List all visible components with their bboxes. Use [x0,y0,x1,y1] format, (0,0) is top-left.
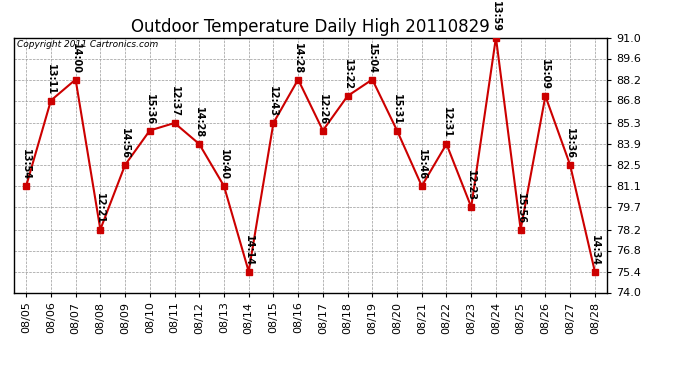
Text: 15:56: 15:56 [515,193,526,224]
Text: 14:00: 14:00 [70,43,81,74]
Text: 15:09: 15:09 [540,60,551,90]
Text: 13:11: 13:11 [46,64,56,95]
Text: 12:31: 12:31 [442,108,451,138]
Text: 13:59: 13:59 [491,1,501,32]
Text: 10:40: 10:40 [219,150,229,180]
Text: 14:14: 14:14 [244,235,254,266]
Text: 12:37: 12:37 [170,87,179,117]
Text: 14:56: 14:56 [120,129,130,159]
Text: 15:36: 15:36 [145,94,155,125]
Text: 12:43: 12:43 [268,87,278,117]
Text: 14:28: 14:28 [293,43,303,74]
Text: Copyright 2011 Cartronics.com: Copyright 2011 Cartronics.com [17,40,158,49]
Text: 15:04: 15:04 [367,43,377,74]
Text: 14:34: 14:34 [590,235,600,266]
Text: 13:22: 13:22 [343,60,353,90]
Text: 12:26: 12:26 [318,94,328,125]
Text: 12:23: 12:23 [466,171,476,201]
Text: 14:28: 14:28 [195,107,204,138]
Text: 15:31: 15:31 [392,94,402,125]
Text: 12:21: 12:21 [95,193,106,224]
Title: Outdoor Temperature Daily High 20110829: Outdoor Temperature Daily High 20110829 [131,18,490,36]
Text: 13:36: 13:36 [565,129,575,159]
Text: 13:54: 13:54 [21,150,31,180]
Text: 15:46: 15:46 [417,150,426,180]
